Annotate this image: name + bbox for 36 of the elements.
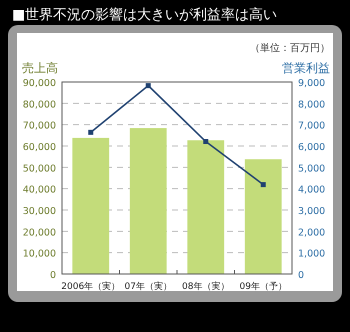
bar: [187, 140, 224, 274]
y-tick-label: 40,000: [22, 184, 56, 196]
point: [146, 83, 151, 88]
y2-tick-label: 6,000: [298, 142, 326, 153]
y-tick-label: 60,000: [22, 142, 56, 153]
y-tick-label: 90,000: [22, 78, 56, 89]
y2-axis-title: 営業利益: [282, 61, 330, 75]
y-tick-label: 80,000: [22, 99, 56, 110]
y2-tick-label: 3,000: [298, 206, 326, 217]
y2-tick-label: 0: [298, 270, 304, 281]
chart-title: ■世界不況の影響は大きいが利益率は高い: [12, 7, 278, 23]
point: [203, 139, 208, 144]
y2-tick-label: 7,000: [298, 120, 326, 132]
x-tick-label: 09年（予）: [240, 281, 287, 292]
y2-tick-label: 4,000: [298, 184, 326, 196]
x-tick-label: 2006年（実）: [61, 281, 120, 292]
y2-tick-label: 8,000: [298, 99, 326, 110]
y2-tick-label: 1,000: [298, 248, 326, 260]
y2-tick-label: 2,000: [298, 227, 326, 238]
bar: [72, 138, 110, 274]
y-tick-label: 30,000: [22, 206, 56, 217]
y-tick-label: 50,000: [22, 163, 56, 174]
x-tick-label: 07年（実）: [124, 281, 172, 292]
y-tick-label: 20,000: [22, 227, 56, 238]
point: [88, 130, 94, 135]
bar: [244, 159, 282, 274]
y2-tick-label: 9,000: [298, 78, 326, 89]
bar: [130, 128, 167, 274]
y2-tick-label: 5,000: [298, 163, 326, 174]
y-tick-label: 0: [50, 270, 56, 281]
x-tick-label: 08年（実）: [182, 281, 230, 292]
text: （単位：百万円）: [250, 42, 330, 54]
y-tick-label: 10,000: [22, 248, 56, 260]
y-tick-label: 70,000: [22, 120, 56, 132]
y-axis-title: 売上高: [22, 61, 58, 75]
point: [260, 182, 266, 188]
